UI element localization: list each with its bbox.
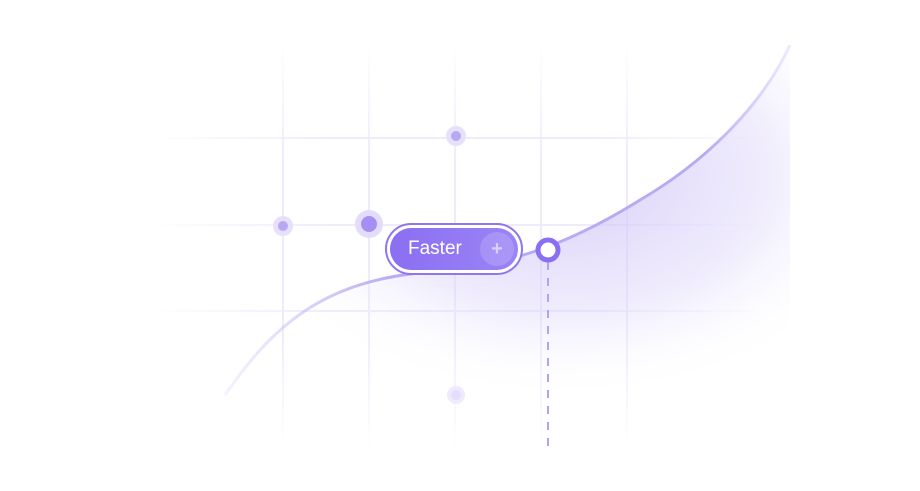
data-dots <box>273 126 466 404</box>
marker-point[interactable] <box>535 237 561 263</box>
plus-icon[interactable]: + <box>480 232 514 266</box>
area-fill <box>225 45 790 420</box>
faster-badge[interactable]: Faster + <box>385 223 523 275</box>
badge-label: Faster <box>408 238 462 259</box>
faster-badge-inner: Faster + <box>390 228 518 270</box>
